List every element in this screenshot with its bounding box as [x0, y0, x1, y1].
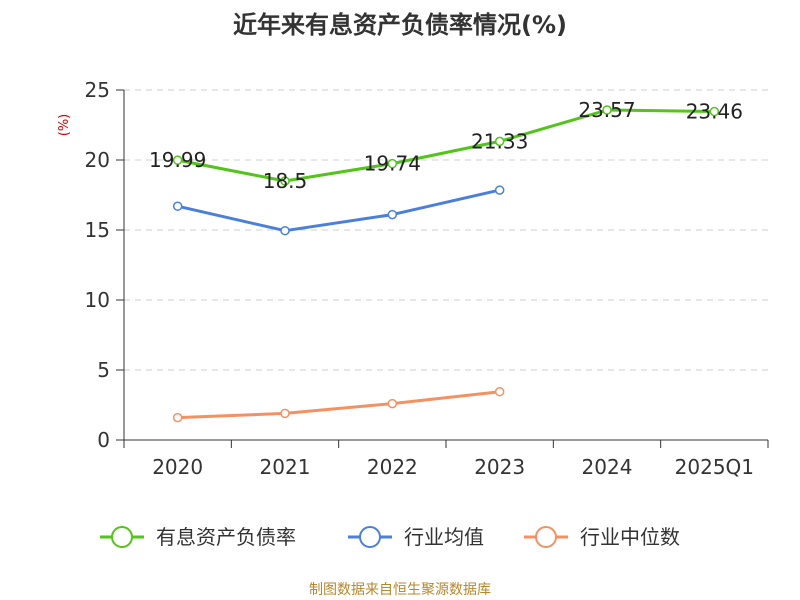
legend-item-2[interactable]: 行业中位数	[524, 525, 680, 549]
x-tick-label: 2021	[260, 455, 311, 479]
x-tick-label: 2023	[474, 455, 525, 479]
data-label: 19.99	[149, 148, 206, 172]
x-tick-label: 2024	[582, 455, 633, 479]
data-labels: 19.99 18.5 19.74 21.33 23.57 23.46	[149, 98, 743, 193]
data-point	[602, 105, 612, 115]
x-tick-label: 2020	[152, 455, 203, 479]
legend-item-1[interactable]: 行业均值	[348, 525, 484, 549]
series-0	[172, 105, 720, 186]
data-label: 21.33	[471, 129, 528, 153]
y-axis-title: (%)	[57, 114, 72, 137]
chart-title: 近年来有息资产负债率情况(%)	[233, 11, 567, 39]
legend-item-0[interactable]: 有息资产负债率	[100, 525, 296, 549]
data-point	[494, 185, 505, 195]
legend-label: 有息资产负债率	[156, 525, 296, 549]
data-label: 23.57	[578, 98, 635, 122]
x-tick-label: 2022	[367, 455, 418, 479]
legend-label: 行业中位数	[580, 525, 680, 549]
axes: 0 5 10 15 20 25 2020 2021 2022 2023 2024 2025Q1	[85, 78, 769, 479]
y-tick-label: 25	[85, 78, 110, 102]
y-tick-label: 20	[85, 148, 110, 172]
source-note: 制图数据来自恒生聚源数据库	[309, 582, 491, 598]
legend[interactable]: 有息资产负债率 行业均值 行业中位数	[100, 525, 680, 549]
data-point	[172, 155, 183, 165]
data-point	[172, 201, 183, 211]
y-tick-label: 0	[97, 428, 110, 452]
series-line	[177, 108, 715, 183]
data-label: 18.5	[263, 169, 308, 193]
y-tick-label: 5	[97, 358, 110, 382]
data-point	[494, 386, 505, 397]
data-point	[172, 412, 183, 423]
y-tick-label: 10	[85, 288, 110, 312]
data-point	[280, 225, 290, 236]
data-label: 23.46	[686, 100, 743, 124]
legend-marker	[359, 526, 381, 548]
data-point	[280, 408, 290, 419]
y-tick-label: 15	[85, 218, 110, 242]
grid	[124, 89, 768, 371]
data-label: 19.74	[364, 152, 421, 176]
data-point	[709, 106, 720, 117]
series-line	[177, 390, 500, 420]
legend-marker	[535, 526, 557, 548]
series-group	[172, 105, 720, 423]
data-point	[387, 158, 398, 169]
data-point	[387, 398, 398, 409]
series-2	[172, 386, 505, 423]
data-point	[387, 209, 398, 220]
x-tick-label: 2025Q1	[675, 455, 754, 479]
series-1	[172, 185, 505, 236]
series-line	[177, 188, 501, 233]
legend-marker	[111, 526, 133, 548]
data-point	[280, 176, 290, 186]
legend-label: 行业均值	[404, 525, 484, 549]
data-point	[494, 136, 505, 147]
